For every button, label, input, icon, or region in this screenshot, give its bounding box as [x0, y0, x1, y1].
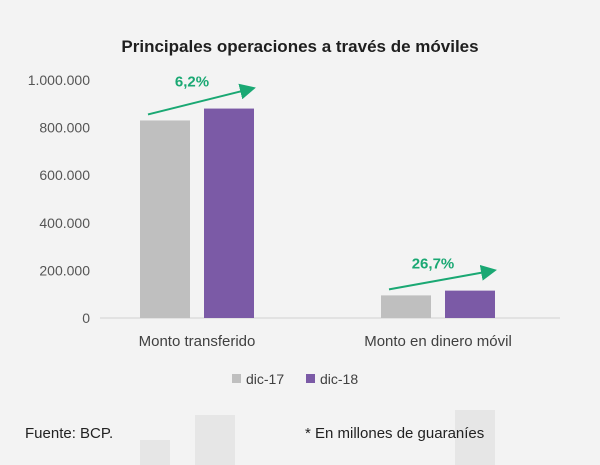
bar-dic-18-1 [204, 108, 254, 318]
bars [140, 108, 495, 319]
legend-swatch-dic-18 [306, 374, 315, 383]
background-skyline [140, 410, 495, 465]
growth-label: 6,2% [175, 74, 209, 91]
category-label: Monto en dinero móvil [364, 333, 512, 350]
y-tick-label: 1.000.000 [28, 72, 90, 88]
growth-annotations: 6,2% 26,7% [147, 74, 497, 291]
growth-arrow [388, 264, 497, 291]
category-label: Monto transferido [139, 333, 256, 350]
y-tick-label: 600.000 [39, 167, 90, 183]
x-axis: Monto transferido Monto en dinero móvil [139, 333, 512, 350]
growth-label: 26,7% [412, 256, 455, 273]
legend-label-dic-18: dic-18 [320, 371, 358, 387]
currency-note: * En millones de guaraníes [305, 425, 484, 442]
y-tick-label: 400.000 [39, 215, 90, 231]
source-note: Fuente: BCP. [25, 425, 113, 442]
bar-dic-17-1 [140, 120, 190, 319]
y-tick-label: 0 [82, 310, 90, 326]
growth-arrow [147, 83, 256, 116]
y-tick-label: 800.000 [39, 120, 90, 136]
legend-swatch-dic-17 [232, 374, 241, 383]
legend-label-dic-17: dic-17 [246, 371, 284, 387]
bar-dic-17-2 [381, 295, 431, 318]
y-axis: 1.000.000 800.000 600.000 400.000 200.000 0 [28, 72, 91, 326]
bar-dic-18-2 [445, 290, 495, 318]
legend: dic-17 dic-18 [232, 371, 358, 387]
y-tick-label: 200.000 [39, 262, 90, 278]
chart-title: Principales operaciones a través de móvi… [121, 37, 478, 56]
